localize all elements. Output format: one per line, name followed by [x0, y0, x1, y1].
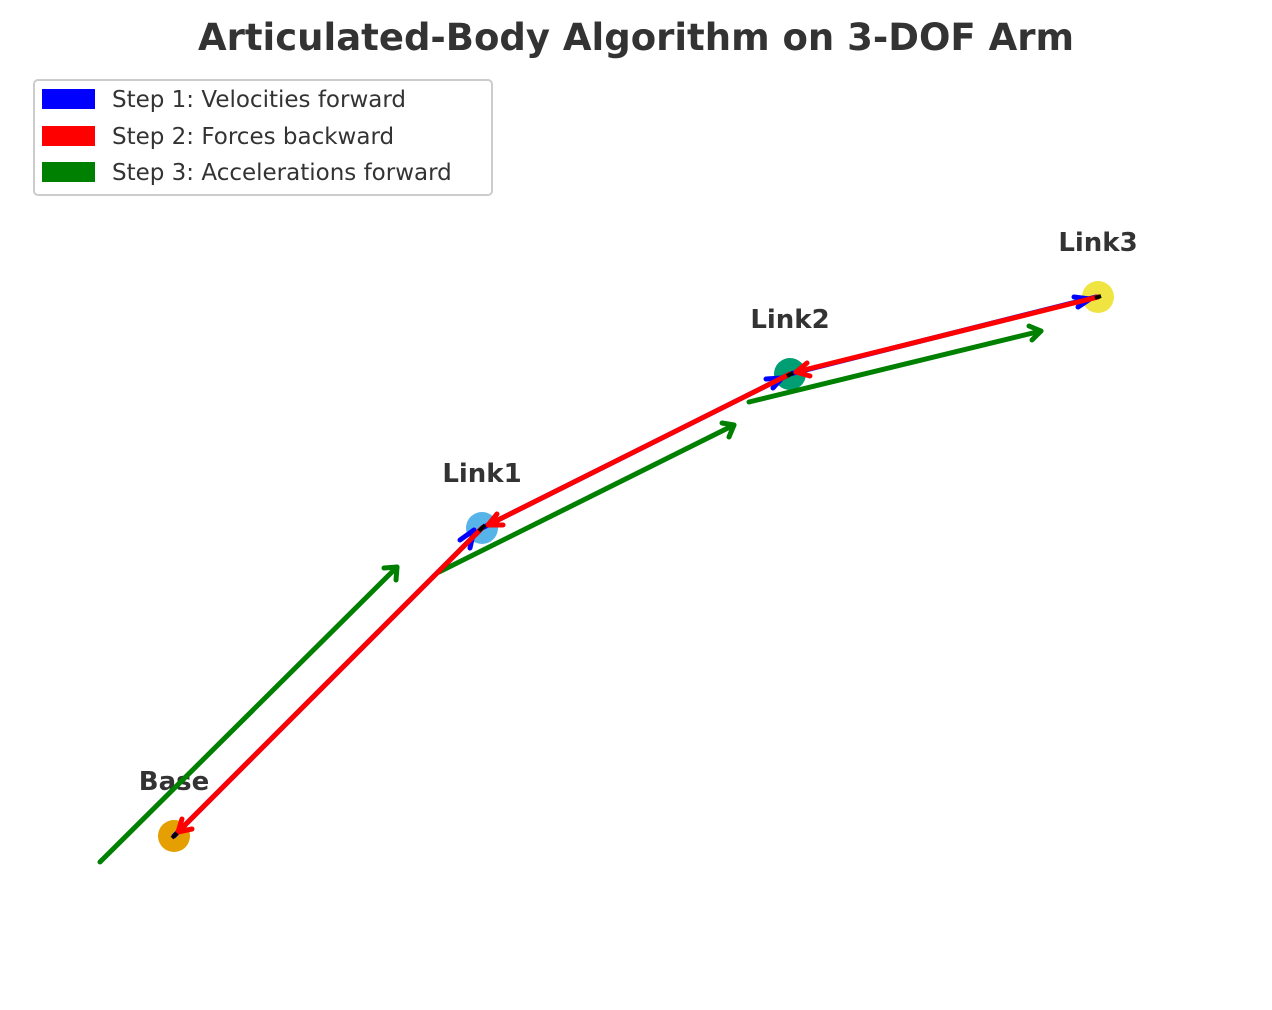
arrowhead-step2-link1-to-base: [175, 816, 195, 835]
joints: [158, 281, 1114, 852]
arrow-step3-link2-to-link3: [746, 328, 1044, 405]
joint-center-link2: [786, 371, 794, 378]
arrow-step2-link3-to-link2: [793, 294, 1101, 375]
joint-centers: [170, 294, 1102, 840]
label-link1: Link1: [442, 459, 521, 489]
label-link3: Link3: [1058, 228, 1137, 258]
legend-swatch-step2: [42, 126, 95, 146]
arrowhead-step3-base-to-link1: [381, 564, 400, 583]
joint-labels: Base Link1 Link2 Link3: [139, 228, 1138, 797]
arrows-step1: [171, 294, 1099, 839]
legend-label-step1: Step 1: Velocities forward: [112, 87, 406, 113]
legend: Step 1: Velocities forward Step 2: Force…: [33, 79, 493, 196]
arrowhead-step3-link2-to-link3: [1026, 323, 1044, 343]
chart-title: Articulated-Body Algorithm on 3-DOF Arm: [198, 16, 1074, 59]
label-base: Base: [139, 767, 209, 797]
arrowhead-step2-link2-to-link1: [485, 511, 506, 528]
arrow-step2-link1-to-base: [175, 525, 485, 835]
joint-center-link3: [1094, 294, 1102, 300]
arrow-step2-link2-to-link1: [485, 371, 793, 528]
arrowhead-step3-link1-to-link2: [719, 420, 737, 440]
arrow-step3-link1-to-link2: [436, 422, 737, 575]
arrowhead-step2-link3-to-link2: [793, 360, 813, 379]
label-link2: Link2: [750, 305, 829, 335]
legend-swatch-step1: [42, 89, 95, 109]
legend-frame: [33, 79, 493, 196]
arrows-step2: [175, 294, 1101, 835]
arrows-step3: [97, 323, 1044, 865]
arrow-step3-base-to-link1: [97, 564, 400, 865]
legend-swatch-step3: [42, 162, 95, 182]
legend-label-step3: Step 3: Accelerations forward: [112, 160, 452, 186]
legend-label-step2: Step 2: Forces backward: [112, 124, 394, 150]
joint-center-base: [170, 831, 179, 840]
joint-center-link1: [477, 523, 487, 533]
